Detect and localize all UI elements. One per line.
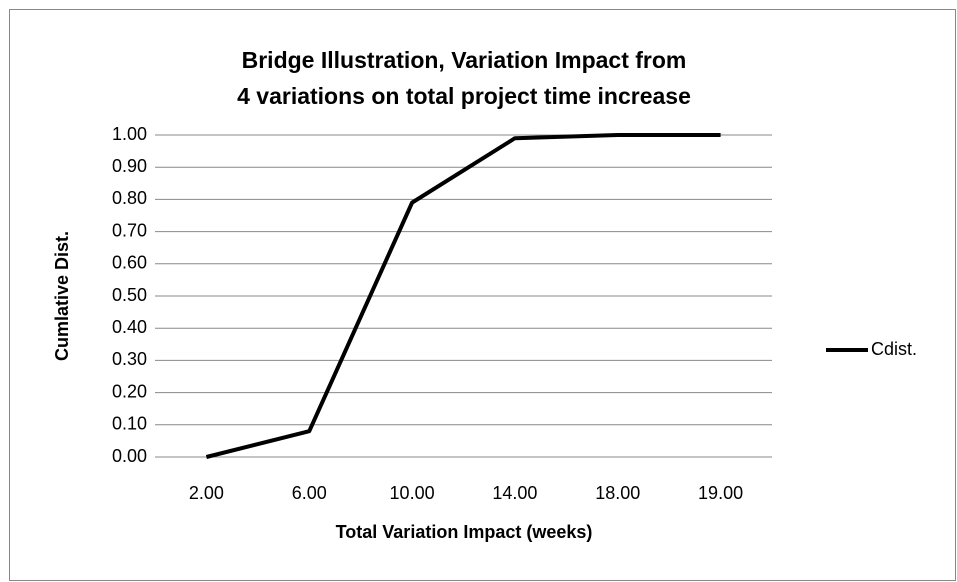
x-tick-label: 2.00 (189, 483, 224, 503)
y-tick-label: 0.00 (112, 446, 147, 466)
x-tick-label: 6.00 (292, 483, 327, 503)
legend-label: Cdist. (871, 339, 917, 359)
x-tick-label: 14.00 (492, 483, 537, 503)
chart-frame (9, 9, 956, 581)
x-tick-label: 10.00 (390, 483, 435, 503)
y-tick-label: 0.90 (112, 156, 147, 176)
y-tick-label: 0.70 (112, 220, 147, 240)
data-line (205, 133, 721, 459)
y-axis-title: Cumlative Dist. (52, 231, 72, 361)
x-tick-label: 18.00 (595, 483, 640, 503)
chart-title: Bridge Illustration, Variation Impact fr… (242, 47, 687, 73)
y-tick-label: 0.80 (112, 188, 147, 208)
y-tick-label: 0.60 (112, 253, 147, 273)
x-axis-title: Total Variation Impact (weeks) (336, 522, 593, 542)
y-tick-label: 0.20 (112, 381, 147, 401)
y-tick-label: 0.10 (112, 414, 147, 434)
y-tick-label: 1.00 (112, 124, 147, 144)
y-tick-label: 0.50 (112, 285, 147, 305)
y-tick-label: 0.30 (112, 349, 147, 369)
x-tick-label: 19.00 (698, 483, 743, 503)
chart-title: 4 variations on total project time incre… (237, 83, 691, 109)
y-tick-label: 0.40 (112, 317, 147, 337)
